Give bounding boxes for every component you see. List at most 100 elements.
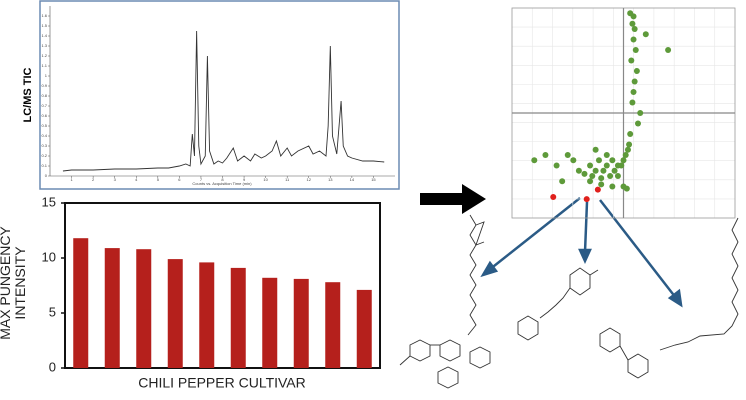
- point: [629, 99, 636, 106]
- y-tick-label: 1.5: [41, 23, 47, 28]
- y-tick-label: 0.4: [41, 133, 47, 138]
- point: [570, 157, 577, 164]
- molecule-structures: [399, 214, 739, 389]
- point: [581, 170, 588, 177]
- point: [595, 157, 602, 164]
- y-tick-label: 0.7: [41, 103, 47, 108]
- chromatogram-line: [62, 30, 385, 172]
- y-tick-label: 1: [45, 73, 48, 78]
- y-tick-label: 0.5: [41, 123, 47, 128]
- point: [665, 47, 672, 53]
- point: [614, 162, 621, 169]
- point: [622, 152, 629, 158]
- x-tick-label: 9: [243, 177, 246, 182]
- x-tick-label: 2: [92, 177, 95, 182]
- x-tick-label: 15: [371, 177, 376, 182]
- x-tick-label: 13: [328, 177, 333, 182]
- y-tick-label: 0.1: [41, 163, 47, 168]
- point: [594, 186, 601, 193]
- y-tick-label: 15: [42, 194, 56, 209]
- point: [587, 162, 594, 169]
- bar: [293, 278, 309, 368]
- point: [583, 196, 590, 203]
- y-tick-label: 1.3: [41, 43, 47, 48]
- y-tick-label: 5: [49, 304, 56, 319]
- point: [630, 89, 637, 95]
- point: [603, 152, 610, 158]
- point: [603, 162, 610, 169]
- bar: [136, 249, 152, 368]
- point: [629, 20, 636, 27]
- point: [600, 167, 607, 174]
- y-tick-label: 1.1: [41, 63, 47, 68]
- point: [623, 185, 630, 192]
- bar: [199, 262, 215, 368]
- pointer-arrows: [480, 197, 683, 308]
- point: [589, 173, 596, 179]
- point: [611, 167, 618, 174]
- point: [598, 181, 605, 188]
- point: [592, 167, 599, 174]
- point: [542, 152, 549, 158]
- point: [609, 157, 616, 164]
- bar-y-label: MAX PUNGENCY INTENSITY: [0, 226, 28, 340]
- point: [592, 146, 599, 153]
- x-tick-label: 1: [70, 177, 73, 182]
- x-tick-label: 3: [114, 177, 117, 182]
- point: [632, 47, 639, 53]
- point: [607, 173, 614, 179]
- point: [620, 157, 627, 164]
- x-tick-label: 12: [307, 177, 312, 182]
- point: [628, 57, 635, 64]
- point: [575, 167, 582, 174]
- point: [631, 26, 638, 32]
- point: [559, 178, 566, 185]
- point: [630, 13, 637, 20]
- point: [627, 131, 634, 137]
- x-tick-label: 11: [285, 177, 290, 182]
- y-tick-label: 10: [42, 249, 56, 264]
- chromatogram-y-label: LC/MS TIC: [22, 67, 34, 122]
- bar: [230, 267, 246, 368]
- point: [553, 162, 560, 169]
- point: [550, 194, 557, 200]
- y-tick-label: 0: [45, 173, 48, 178]
- y-tick-label: 1.2: [41, 53, 47, 58]
- x-tick-label: 7: [200, 177, 203, 182]
- point: [531, 157, 538, 164]
- chromatogram-frame: [39, 0, 400, 190]
- flow-arrow: [420, 184, 486, 214]
- y-tick-label: 0: [49, 359, 56, 374]
- y-tick-label: 0.6: [41, 113, 47, 118]
- point: [642, 31, 649, 38]
- point: [633, 68, 640, 74]
- point: [631, 78, 638, 85]
- bar: [167, 259, 183, 368]
- bar-frame: [64, 202, 381, 369]
- x-tick-label: 8: [221, 177, 224, 182]
- bar: [325, 282, 341, 368]
- x-tick-label: 10: [263, 177, 268, 182]
- point: [626, 141, 633, 148]
- bar-x-label: CHILI PEPPER CULTIVAR: [138, 375, 306, 391]
- point: [609, 183, 616, 190]
- point: [587, 178, 594, 185]
- y-tick-label: 0.8: [41, 93, 47, 98]
- y-tick-label: 0.2: [41, 153, 47, 158]
- y-tick-label: 0.3: [41, 143, 47, 148]
- bar: [104, 248, 120, 368]
- x-tick-label: 6: [178, 177, 181, 182]
- x-tick-label: 14: [350, 177, 355, 182]
- bar: [73, 238, 89, 368]
- point: [630, 36, 637, 43]
- point: [637, 110, 644, 116]
- y-tick-label: 0.9: [41, 83, 47, 88]
- y-tick-label: 1.4: [41, 33, 47, 38]
- chromatogram-x-label: Counts vs. Acquisition Time (min): [192, 181, 252, 186]
- point: [564, 152, 571, 158]
- point: [624, 146, 631, 153]
- x-tick-label: 5: [157, 177, 160, 182]
- x-tick-label: 4: [135, 177, 138, 182]
